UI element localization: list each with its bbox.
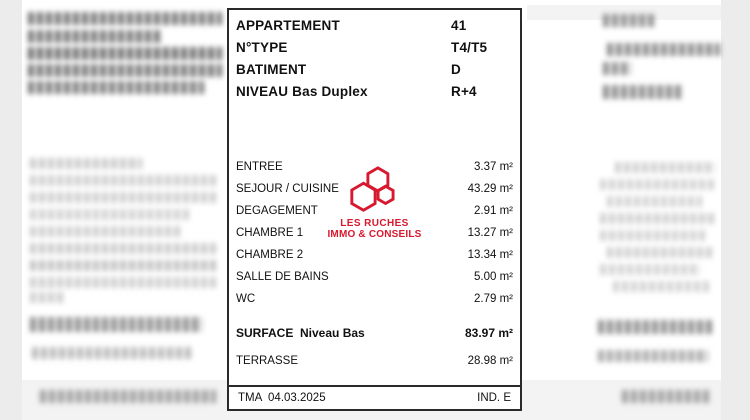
blurred-text-line: [607, 196, 702, 207]
blurred-text-line: [30, 226, 180, 237]
footer-revision-date: TMA 04.03.2025: [238, 392, 326, 404]
room-area: 13.34 m²: [467, 249, 513, 261]
blurred-text-line: [28, 47, 222, 60]
room-label: CHAMBRE 2: [236, 249, 304, 261]
header-value: 41: [451, 17, 467, 33]
header-label: BATIMENT: [236, 61, 307, 77]
blurred-text-line: [613, 281, 712, 292]
room-list: ENTREE 3.37 m² SEJOUR / CUISINE 43.29 m²…: [236, 156, 513, 310]
blurred-text-line: [600, 264, 700, 275]
blurred-text-line: [622, 390, 710, 403]
blurred-text-line: [30, 292, 64, 303]
header-row-niveau: NIVEAU Bas Duplex R+4: [236, 80, 515, 102]
room-row-wc: WC 2.79 m²: [236, 288, 513, 310]
left-margin-strip: [0, 0, 22, 420]
blurred-text-line: [30, 277, 216, 288]
surface-total-row: SURFACE Niveau Bas 83.97 m²: [236, 322, 513, 344]
room-area: 2.91 m²: [474, 205, 513, 217]
room-label: ENTREE: [236, 161, 283, 173]
terrasse-row: TERRASSE 28.98 m²: [236, 350, 513, 372]
room-row-salle-de-bains: SALLE DE BAINS 5.00 m²: [236, 266, 513, 288]
sheet-header: APPARTEMENT 41 N°TYPE T4/T5 BATIMENT D N…: [236, 14, 515, 102]
header-row-appartement: APPARTEMENT 41: [236, 14, 515, 36]
top-right-band: [527, 5, 721, 20]
blurred-text-line: [30, 209, 192, 220]
room-area: 5.00 m²: [474, 271, 513, 283]
room-label: SALLE DE BAINS: [236, 271, 329, 283]
sheet-footer: TMA 04.03.2025 IND. E: [229, 385, 520, 409]
blurred-text-line: [32, 347, 194, 359]
room-row-chambre-1: CHAMBRE 1 13.27 m²: [236, 222, 513, 244]
header-row-batiment: BATIMENT D: [236, 58, 515, 80]
header-value: T4/T5: [451, 39, 488, 55]
blurred-text-line: [603, 62, 631, 75]
blurred-text-line: [30, 317, 202, 332]
surface-label: SURFACE Niveau Bas: [236, 326, 365, 340]
blurred-text-line: [600, 230, 708, 241]
room-row-sejour-cuisine: SEJOUR / CUISINE 43.29 m²: [236, 178, 513, 200]
blurred-text-line: [28, 64, 222, 77]
room-row-chambre-2: CHAMBRE 2 13.34 m²: [236, 244, 513, 266]
room-row-entree: ENTREE 3.37 m²: [236, 156, 513, 178]
blurred-text-line: [600, 213, 715, 224]
blurred-text-line: [28, 81, 204, 94]
blurred-text-line: [598, 320, 712, 334]
blurred-text-line: [615, 162, 715, 173]
room-row-degagement: DEGAGEMENT 2.91 m²: [236, 200, 513, 222]
header-row-type: N°TYPE T4/T5: [236, 36, 515, 58]
blurred-text-line: [30, 192, 216, 203]
room-label: WC: [236, 293, 256, 305]
blurred-text-line: [30, 260, 216, 271]
header-value: R+4: [451, 83, 477, 99]
terrasse-label: TERRASSE: [236, 355, 298, 367]
room-area: 43.29 m²: [467, 183, 513, 195]
blurred-text-line: [600, 179, 715, 190]
blurred-text-line: [603, 85, 683, 99]
blurred-text-line: [40, 390, 216, 403]
room-area: 2.79 m²: [474, 293, 513, 305]
header-label: NIVEAU Bas Duplex: [236, 83, 368, 99]
footer-index: IND. E: [477, 392, 511, 404]
terrasse-value: 28.98 m²: [467, 355, 513, 367]
header-label: N°TYPE: [236, 39, 288, 55]
surface-value: 83.97 m²: [464, 326, 513, 340]
room-label: DEGAGEMENT: [236, 205, 318, 217]
header-label: APPARTEMENT: [236, 17, 340, 33]
blurred-text-line: [28, 30, 162, 43]
blurred-text-line: [30, 175, 216, 186]
right-margin-strip: [721, 0, 750, 420]
blurred-text-line: [603, 14, 655, 27]
room-area: 13.27 m²: [467, 227, 513, 239]
blurred-text-line: [30, 243, 216, 254]
blurred-text-line: [28, 12, 222, 25]
blurred-text-line: [30, 158, 142, 169]
room-label: SEJOUR / CUISINE: [236, 183, 339, 195]
header-value: D: [451, 61, 461, 77]
room-area: 3.37 m²: [474, 161, 513, 173]
blurred-text-line: [607, 247, 715, 258]
apartment-spec-sheet: APPARTEMENT 41 N°TYPE T4/T5 BATIMENT D N…: [227, 8, 522, 411]
blurred-text-line: [598, 350, 708, 362]
room-label: CHAMBRE 1: [236, 227, 304, 239]
blurred-text-line: [607, 43, 720, 56]
